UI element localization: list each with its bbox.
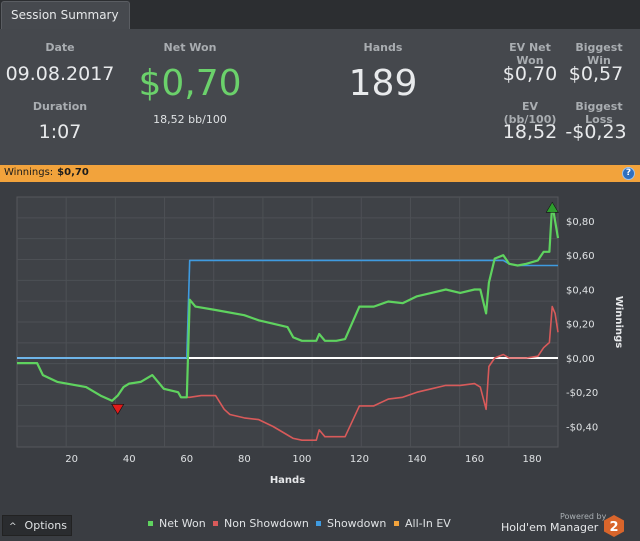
legend-label: Net Won [159, 517, 206, 530]
y-tick-label: $0,80 [566, 217, 595, 228]
ev-bb100-label: EV (bb/100) [503, 100, 557, 126]
legend-swatch [394, 520, 399, 526]
y-tick-label: $0,20 [566, 320, 595, 331]
ev-net-won-label: EV Net Won [509, 41, 551, 67]
options-button[interactable]: ^ Options [2, 515, 72, 536]
session-summary-panel: Date 09.08.2017 Duration 1:07 Net Won $0… [0, 29, 640, 165]
duration-label: Duration [32, 100, 88, 113]
legend-label: All-In EV [405, 517, 451, 530]
date-value: 09.08.2017 [5, 63, 115, 85]
ev-bb100-value: 18,52 [502, 121, 558, 143]
max-marker-icon [545, 201, 559, 213]
winnings-banner: Winnings: $0,70 ? [0, 165, 640, 182]
tab-session-summary[interactable]: Session Summary [1, 1, 130, 29]
x-tick-label: 40 [123, 454, 136, 465]
x-tick-label: 100 [292, 454, 311, 465]
legend-item-showdown[interactable]: Showdown [316, 517, 386, 530]
net-won-bb100: 18,52 bb/100 [153, 113, 227, 126]
legend-item-non-showdown[interactable]: Non Showdown [213, 517, 309, 530]
x-tick-label: 80 [238, 454, 251, 465]
logo-text: 2 [609, 520, 618, 535]
x-axis-title: Hands [270, 475, 305, 486]
biggest-win-value: $0,57 [568, 63, 624, 85]
legend-swatch [316, 520, 321, 526]
logo-hexagon [604, 515, 624, 537]
hands-label: Hands [363, 41, 403, 54]
min-marker-icon [111, 404, 125, 415]
chevron-up-icon: ^ [9, 522, 17, 532]
y-tick-label: -$0,40 [566, 422, 598, 433]
legend-swatch [213, 520, 218, 526]
tab-bar: Session Summary [0, 0, 640, 29]
net-won-label: Net Won [163, 41, 217, 54]
brand-name: Hold'em Manager [501, 521, 599, 534]
series-line-net-won [17, 202, 560, 402]
y-tick-label: $0,40 [566, 285, 595, 296]
legend-item-all-in-ev[interactable]: All-In EV [394, 517, 451, 530]
legend-label: Non Showdown [224, 517, 309, 530]
legend-label: Showdown [327, 517, 387, 530]
x-tick-label: 160 [465, 454, 484, 465]
winnings-banner-label: Winnings: [4, 167, 54, 178]
y-axis-title: Winnings [613, 296, 624, 348]
x-tick-label: 180 [523, 454, 542, 465]
biggest-loss-label: Biggest Loss [575, 100, 623, 126]
winnings-banner-value: $0,70 [57, 167, 89, 178]
y-tick-label: $0,00 [566, 354, 595, 365]
y-tick-label: $0,60 [566, 251, 595, 262]
hands-value: 189 [348, 63, 418, 104]
winnings-chart-svg: 20 40 60 80 100 120 140 160 180 -$0,40 -$0,20 $0,00… [16, 196, 624, 486]
ev-net-won-value: $0,70 [502, 63, 558, 85]
legend-swatch [148, 520, 153, 526]
date-label: Date [45, 41, 75, 54]
net-won-value: $0,70 [138, 63, 242, 104]
options-label: Options [24, 519, 67, 532]
hm2-logo-icon: 2 [604, 515, 624, 537]
legend-item-net-won[interactable]: Net Won [148, 517, 206, 530]
x-tick-label: 120 [350, 454, 369, 465]
bottom-bar: ^ Options Net Won Non Showdown Showdown A… [0, 512, 640, 541]
duration-value: 1:07 [38, 121, 82, 143]
powered-by-label: Powered by [560, 512, 607, 521]
x-tick-label: 60 [180, 454, 193, 465]
x-tick-label: 20 [65, 454, 78, 465]
x-tick-label: 140 [407, 454, 426, 465]
help-icon[interactable]: ? [622, 167, 635, 180]
biggest-loss-value: -$0,23 [565, 121, 627, 143]
y-tick-label: -$0,20 [566, 388, 598, 399]
winnings-chart: 20 40 60 80 100 120 140 160 180 -$0,40 -$0,20 $0,00… [0, 182, 640, 512]
biggest-win-label: Biggest Win [575, 41, 623, 67]
